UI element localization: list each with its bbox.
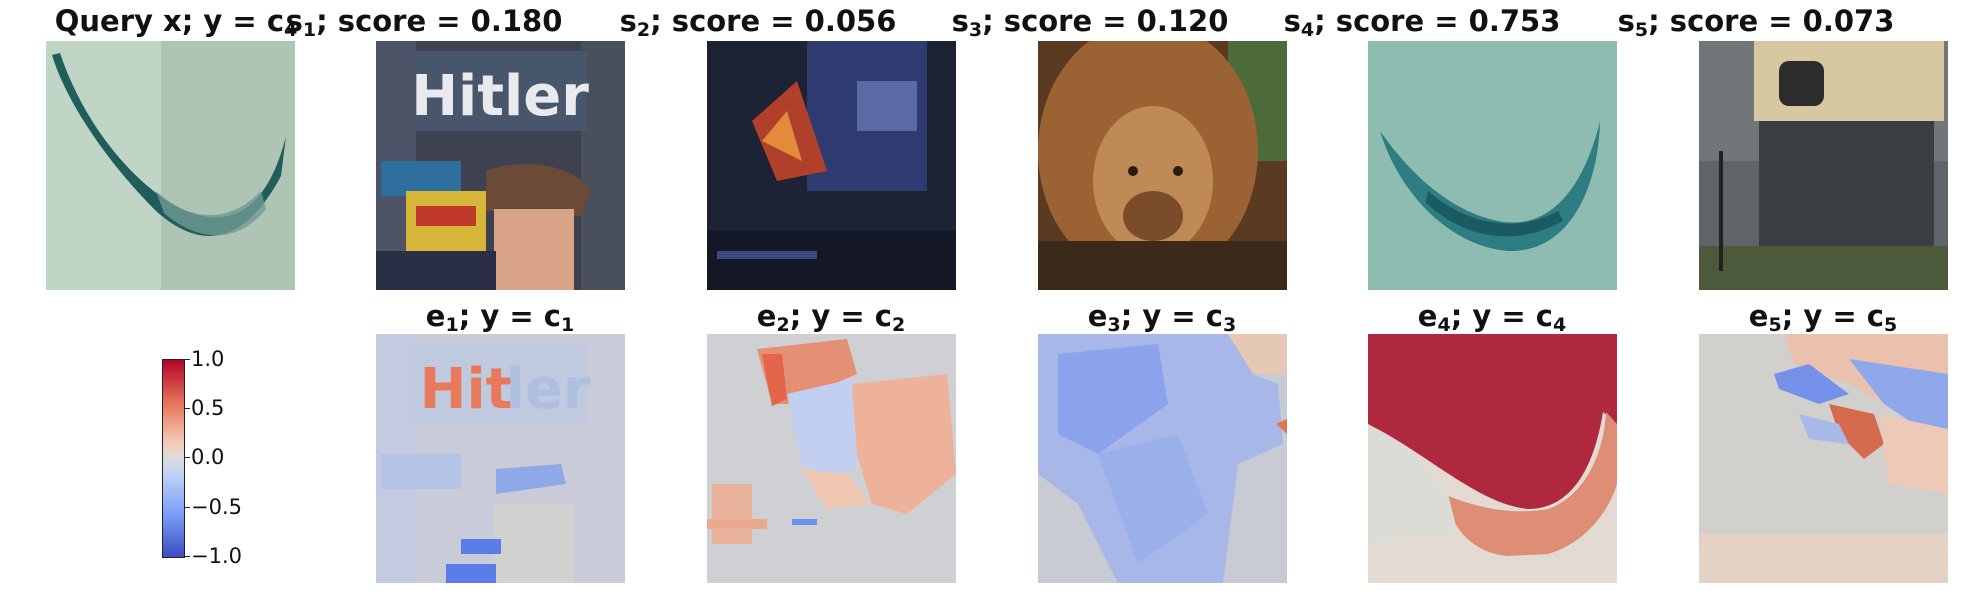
explanation-1-heatmap: Hit ler: [376, 334, 625, 583]
colorbar: [162, 359, 185, 558]
overlay-text-red: Hit: [420, 357, 513, 422]
explanation-1-title: e1; y = c1: [425, 299, 575, 336]
similar-5-title: s5; score = 0.073: [1617, 4, 1895, 41]
explanation-3-heatmap: [1038, 334, 1287, 583]
explanation-4-heatmap: [1368, 334, 1617, 583]
image-cover-text: Hitler: [411, 64, 589, 129]
colorbar-tick-label: −0.5: [191, 495, 242, 519]
explanation-3-title: e3; y = c3: [1087, 299, 1237, 336]
query-title: Query x; y = c4: [54, 4, 298, 41]
colorbar-tick-label: 0.5: [191, 396, 225, 420]
colorbar-tick: [184, 507, 190, 508]
colorbar-tick-label: 0.0: [191, 445, 225, 469]
similar-1-title: s1; score = 0.180: [285, 4, 563, 41]
similar-3-image: [1038, 41, 1287, 290]
explanation-4-title: e4; y = c4: [1417, 299, 1567, 336]
overlay-text-blue: ler: [506, 357, 591, 422]
similar-5-image: [1699, 41, 1948, 290]
similar-2-title: s2; score = 0.056: [619, 4, 897, 41]
colorbar-tick: [184, 556, 190, 557]
colorbar-tick: [184, 457, 190, 458]
explanation-5-title: e5; y = c5: [1748, 299, 1898, 336]
explanation-2-heatmap: [707, 334, 956, 583]
explanation-2-title: e2; y = c2: [756, 299, 906, 336]
similar-1-image: Hitler: [376, 41, 625, 290]
colorbar-tick: [184, 408, 190, 409]
similar-3-title: s3; score = 0.120: [951, 4, 1229, 41]
colorbar-tick-label: −1.0: [191, 544, 242, 568]
explanation-5-heatmap: [1699, 334, 1948, 583]
similar-2-image: [707, 41, 956, 290]
colorbar-tick: [184, 359, 190, 360]
query-image: [46, 41, 295, 290]
similar-4-title: s4; score = 0.753: [1283, 4, 1561, 41]
colorbar-tick-label: 1.0: [191, 347, 225, 371]
similar-4-image: [1368, 41, 1617, 290]
